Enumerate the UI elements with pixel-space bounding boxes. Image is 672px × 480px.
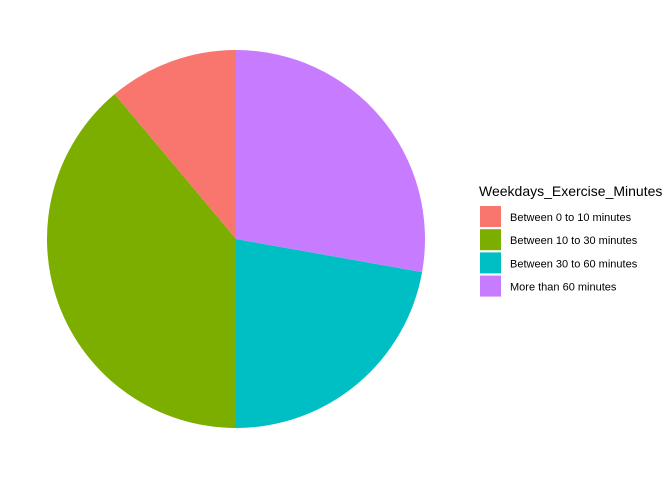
legend-key-3 [480,252,501,274]
pie-slice-3 [236,239,423,428]
legend-label-2: Between 10 to 30 minutes [510,235,638,247]
legend-title: Weekdays_Exercise_Minutes [479,183,662,199]
legend: Weekdays_Exercise_Minutes Between 0 to 1… [479,183,662,297]
pie-slices [46,50,425,428]
legend-key-2 [480,229,501,251]
legend-label-1: Between 0 to 10 minutes [510,212,632,224]
pie-slice-1 [114,50,236,239]
legend-items: Between 0 to 10 minutes Between 10 to 30 … [480,206,638,297]
legend-label-3: Between 30 to 60 minutes [510,258,638,270]
pie-slice-4 [236,50,425,273]
legend-key-1 [480,206,501,227]
legend-key-4 [480,275,501,297]
pie-slice-2 [46,94,237,428]
legend-label-4: More than 60 minutes [510,282,617,294]
